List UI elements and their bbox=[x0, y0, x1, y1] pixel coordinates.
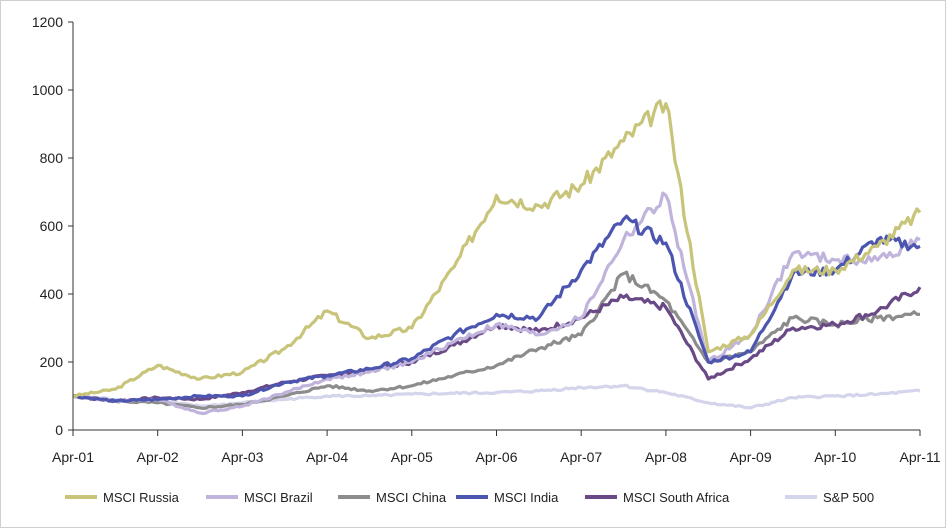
legend-label: MSCI India bbox=[494, 490, 559, 505]
x-tick-label: Apr-05 bbox=[391, 449, 433, 465]
x-tick-label: Apr-07 bbox=[560, 449, 602, 465]
series-line-msci-brazil bbox=[72, 191, 921, 416]
y-tick-label: 800 bbox=[40, 150, 64, 166]
y-tick-label: 400 bbox=[40, 286, 64, 302]
legend-label: MSCI South Africa bbox=[623, 490, 730, 505]
x-tick-label: Apr-03 bbox=[221, 449, 263, 465]
x-tick-label: Apr-10 bbox=[814, 449, 856, 465]
y-tick-label: 0 bbox=[55, 422, 63, 438]
x-tick-label: Apr-04 bbox=[306, 449, 348, 465]
y-tick-label: 1200 bbox=[32, 14, 63, 30]
x-tick-label: Apr-06 bbox=[475, 449, 517, 465]
axis-layer: 0 200 400 600 800 1000 1200 Apr-01 Apr-02 Apr-03 A… bbox=[32, 14, 941, 465]
x-tick-label: Apr-01 bbox=[52, 449, 94, 465]
x-tick-label: Apr-08 bbox=[645, 449, 687, 465]
y-tick-label: 600 bbox=[40, 218, 64, 234]
x-tick-label: Apr-02 bbox=[137, 449, 179, 465]
y-tick-label: 200 bbox=[40, 354, 64, 370]
legend-label: MSCI China bbox=[376, 490, 447, 505]
legend-label: MSCI Brazil bbox=[244, 490, 313, 505]
x-tick-label: Apr-11 bbox=[900, 449, 941, 465]
series-line-msci-india bbox=[72, 214, 921, 403]
legend: MSCI Russia MSCI Brazil MSCI China MSCI Ind… bbox=[65, 490, 874, 505]
legend-label: S&P 500 bbox=[823, 490, 874, 505]
y-tick-label: 1000 bbox=[32, 82, 63, 98]
legend-label: MSCI Russia bbox=[103, 490, 180, 505]
series-line-s-p-500 bbox=[72, 383, 921, 410]
series-line-msci-russia bbox=[72, 99, 922, 398]
series-layer bbox=[72, 99, 922, 416]
x-tick-label: Apr-09 bbox=[730, 449, 772, 465]
series-line-msci-china bbox=[72, 270, 921, 410]
